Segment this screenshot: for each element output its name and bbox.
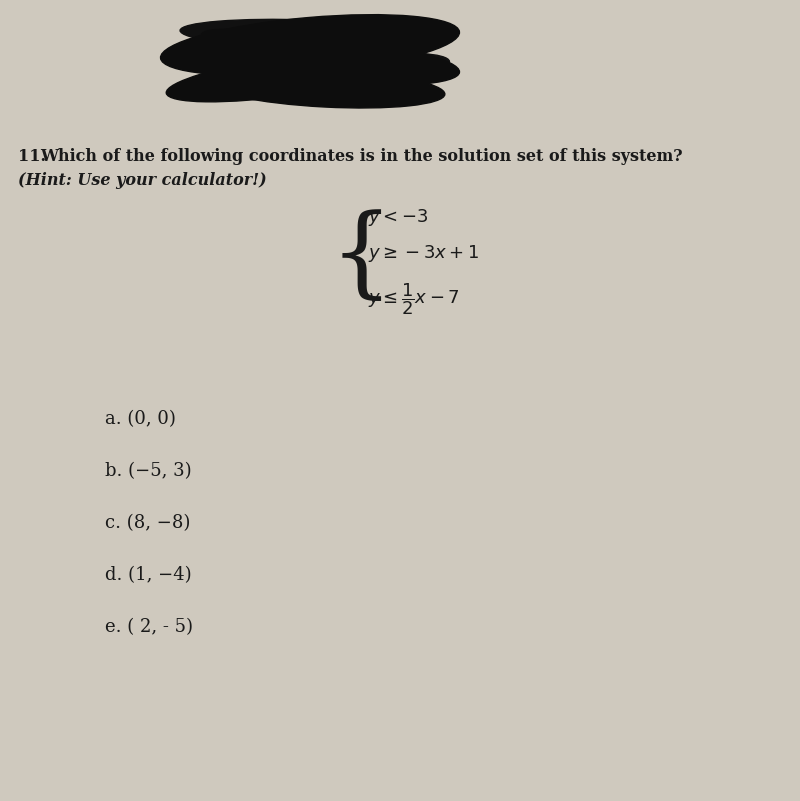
Text: b. (−5, 3): b. (−5, 3): [105, 462, 192, 480]
Ellipse shape: [181, 34, 459, 86]
Text: $y \leq \dfrac{1}{2}x - 7$: $y \leq \dfrac{1}{2}x - 7$: [368, 281, 460, 316]
Ellipse shape: [161, 14, 459, 75]
Text: d. (1, −4): d. (1, −4): [105, 566, 192, 584]
Text: Which of the following coordinates is in the solution set of this system?: Which of the following coordinates is in…: [40, 148, 682, 165]
Ellipse shape: [250, 53, 450, 91]
Ellipse shape: [181, 46, 359, 90]
Text: $y \geq -3x + 1$: $y \geq -3x + 1$: [368, 243, 479, 264]
Text: c. (8, −8): c. (8, −8): [105, 514, 190, 532]
Text: 11.: 11.: [18, 148, 46, 165]
Ellipse shape: [166, 48, 424, 102]
Text: $y < -3$: $y < -3$: [368, 207, 428, 228]
Ellipse shape: [180, 19, 440, 50]
Text: e. ( 2, - 5): e. ( 2, - 5): [105, 618, 193, 636]
Text: a. (0, 0): a. (0, 0): [105, 410, 176, 428]
Text: (Hint: Use your calculator!): (Hint: Use your calculator!): [18, 172, 266, 189]
Text: {: {: [330, 210, 394, 306]
Ellipse shape: [230, 19, 450, 61]
Ellipse shape: [205, 68, 445, 108]
Ellipse shape: [202, 29, 398, 74]
